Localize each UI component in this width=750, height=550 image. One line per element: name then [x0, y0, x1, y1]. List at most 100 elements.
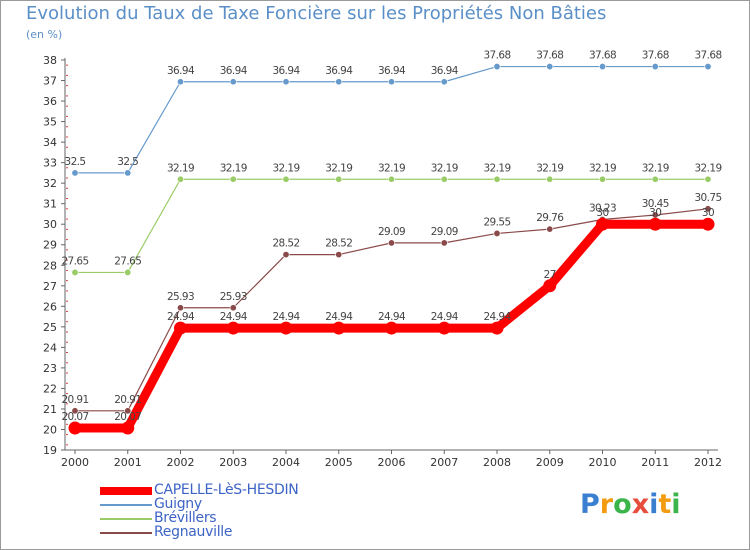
y-axis-unit-label: (en %)	[26, 28, 63, 41]
y-tick-label: 25	[43, 321, 57, 334]
y-tick-label: 36	[43, 95, 57, 108]
data-label: 24.94	[220, 311, 248, 323]
data-label: 25.93	[220, 291, 247, 303]
proxiti-logo: Proxiti	[580, 489, 681, 520]
data-label: 25.93	[167, 291, 194, 303]
logo-letter: i	[649, 489, 659, 520]
y-tick-label: 28	[43, 259, 57, 272]
data-label: 30	[596, 207, 608, 219]
data-label: 36.94	[325, 65, 353, 77]
data-label: 32.19	[431, 162, 458, 174]
y-tick-label: 33	[43, 157, 57, 170]
series-point	[71, 268, 79, 276]
data-label: 32.19	[536, 162, 563, 174]
x-tick-label: 2011	[641, 456, 669, 469]
line-chart: 19 20 21 22 23 24 25 26 27 28 29 30 31 32 33 34 35 36 37 38…	[43, 50, 722, 469]
data-label: 27.65	[114, 255, 141, 267]
y-tick-label: 27	[43, 280, 57, 293]
legend-label: CAPELLE-LèS-HESDIN	[154, 482, 299, 498]
data-label: 30.45	[642, 198, 669, 210]
series-point	[121, 421, 135, 435]
series-point	[651, 175, 659, 183]
data-label: 30.23	[589, 202, 616, 214]
x-tick-label: 2012	[694, 456, 722, 469]
data-label: 36.94	[167, 65, 195, 77]
data-label: 20.91	[114, 394, 141, 406]
series-point	[124, 268, 132, 276]
series-point	[546, 63, 554, 71]
series-point	[387, 78, 395, 86]
data-label: 32.19	[167, 162, 194, 174]
x-tick-label: 2006	[378, 456, 406, 469]
data-label: 24.94	[378, 311, 406, 323]
logo-letter: r	[599, 489, 614, 520]
data-label: 24.94	[483, 311, 511, 323]
series-point	[648, 217, 662, 231]
y-tick-label: 29	[43, 239, 57, 252]
x-tick-label: 2002	[167, 456, 195, 469]
series-point	[124, 169, 132, 177]
series-point	[546, 225, 554, 233]
series-point	[174, 321, 187, 335]
data-label: 32.19	[272, 162, 299, 174]
data-label: 32.19	[694, 162, 721, 174]
y-tick-label: 38	[43, 54, 57, 67]
y-tick-label: 35	[43, 116, 57, 129]
x-tick-label: 2007	[430, 456, 458, 469]
y-tick-label: 24	[43, 341, 57, 354]
series-point	[282, 251, 290, 259]
data-label: 32.19	[483, 162, 510, 174]
legend-swatch	[100, 504, 152, 506]
series-point	[440, 175, 448, 183]
series-point	[440, 78, 448, 86]
data-label: 24.94	[272, 311, 300, 323]
series-point	[71, 407, 79, 415]
y-tick-label: 19	[43, 444, 57, 457]
x-tick-label: 2005	[325, 456, 353, 469]
legend-label: Brévillers	[154, 510, 217, 526]
series-point	[543, 279, 557, 293]
series-point	[704, 175, 712, 183]
y-tick-label: 20	[43, 423, 57, 436]
series-point	[440, 239, 448, 247]
data-label: 37.68	[694, 50, 721, 62]
y-tick-label: 30	[43, 218, 57, 231]
data-label: 29.76	[536, 212, 564, 224]
series-point	[177, 304, 185, 312]
series-point	[282, 78, 290, 86]
data-label: 30.75	[694, 192, 721, 204]
data-label: 32.19	[325, 162, 352, 174]
y-tick-label: 23	[43, 362, 57, 375]
series-point	[282, 175, 290, 183]
data-label: 29.55	[483, 216, 510, 228]
series-point	[598, 63, 606, 71]
y-tick-label: 37	[43, 75, 57, 88]
series-point	[704, 63, 712, 71]
series-point	[546, 175, 554, 183]
x-tick-label: 2004	[272, 456, 300, 469]
series-point	[335, 251, 343, 259]
data-label: 32.5	[65, 156, 86, 168]
series-point	[493, 175, 501, 183]
legend-swatch	[100, 518, 152, 520]
x-tick-label: 2009	[536, 456, 564, 469]
legend-label: Regnauville	[154, 524, 233, 540]
x-tick-label: 2008	[483, 456, 511, 469]
series-point	[704, 205, 712, 213]
series-point	[493, 229, 501, 237]
logo-letter: t	[658, 489, 672, 520]
data-label: 28.52	[325, 238, 352, 250]
data-label: 30	[649, 207, 661, 219]
data-label: 24.94	[325, 311, 353, 323]
data-label: 37.68	[642, 50, 669, 62]
series-point	[226, 321, 240, 335]
x-tick-label: 2010	[589, 456, 617, 469]
data-label: 32.19	[589, 162, 616, 174]
legend-swatch	[100, 532, 152, 534]
series-point	[279, 321, 293, 335]
data-label: 20.07	[114, 411, 141, 423]
data-label: 36.94	[431, 65, 459, 77]
series-point	[598, 175, 606, 183]
series-point	[335, 78, 343, 86]
